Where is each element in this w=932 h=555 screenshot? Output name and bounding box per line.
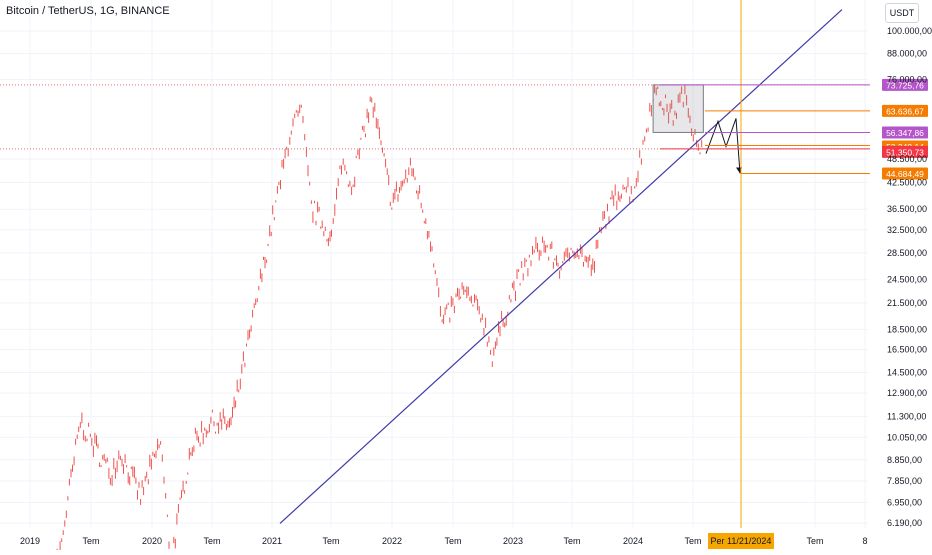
y-tick-label: 48.500,00 [887,154,927,164]
y-tick-label: 42.500,00 [887,177,927,187]
y-tick-label: 10.050,00 [887,432,927,442]
y-tick-label: 24.500,00 [887,275,927,285]
x-tick-label: Tem [684,536,701,546]
y-tick-label: 12.900,00 [887,388,927,398]
crosshair-date-label: Per 11/21/2024 [711,536,772,546]
x-tick-label: 8 [862,536,867,546]
price-label: 51.350,73 [886,147,924,157]
x-tick-label: 2020 [142,536,162,546]
y-tick-label: 11.300,00 [887,412,926,422]
y-tick-label: 16.500,00 [887,345,927,355]
price-label-box [882,104,928,117]
y-tick-label: 88.000,00 [887,49,927,59]
y-tick-label: 32.500,00 [887,225,927,235]
crosshair-date-box [708,533,774,549]
x-tick-label: Tem [322,536,339,546]
y-tick-label: 6.950,00 [887,498,922,508]
x-tick-label: Tem [806,536,823,546]
symbol-title: Bitcoin / TetherUS, 1G, BINANCE [6,5,170,17]
y-tick-label: 76.000,00 [887,75,927,85]
price-label: 56.347,86 [886,128,924,138]
price-label-box [882,145,928,158]
x-tick-label: Tem [82,536,99,546]
currency-button[interactable]: USDT [885,3,919,23]
price-label: 44.684,49 [886,169,924,179]
range-box[interactable] [652,84,704,133]
x-tick-label: 2022 [382,536,402,546]
x-tick-label: 2023 [503,536,523,546]
trendline[interactable] [279,9,843,524]
price-label: 63.636,67 [886,106,924,116]
price-label-box [882,78,928,91]
x-tick-label: 2021 [262,536,282,546]
price-label: 73.725,76 [886,80,924,90]
y-tick-label: 14.500,00 [887,367,927,377]
y-tick-label: 100.000,00 [887,26,932,36]
y-tick-label: 7.850,00 [887,476,922,486]
y-tick-label: 21.500,00 [887,298,927,308]
price-label-box [882,167,928,180]
y-tick-label: 8.850,00 [887,455,922,465]
x-tick-label: Tem [203,536,220,546]
y-tick-label: 18.500,00 [887,324,927,334]
x-tick-label: 2024 [623,536,643,546]
x-tick-label: Tem [444,536,461,546]
price-label-box [882,126,928,139]
y-tick-label: 28.500,00 [887,248,927,258]
y-tick-label: 36.500,00 [887,204,927,214]
x-tick-label: Tem [563,536,580,546]
y-tick-label: 6.190,00 [887,518,922,528]
x-tick-label: 2019 [20,536,40,546]
